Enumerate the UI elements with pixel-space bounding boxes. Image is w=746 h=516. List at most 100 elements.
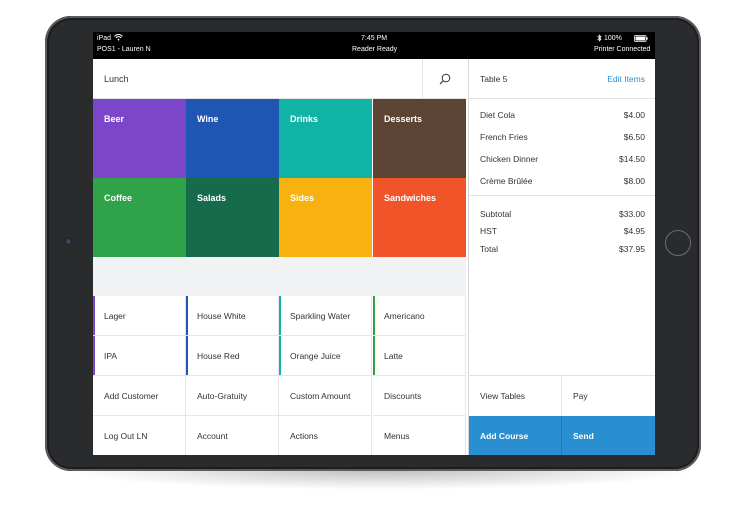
home-button[interactable] — [665, 230, 691, 256]
reader-status: Reader Ready — [352, 46, 398, 53]
action-label: Add Customer — [104, 391, 159, 401]
category-tile[interactable]: Sandwiches — [373, 178, 466, 257]
category-tile[interactable]: Wine — [186, 99, 279, 178]
category-label: Wine — [197, 114, 219, 124]
item-accent — [279, 296, 281, 335]
category-tiles: Beer Wine Drinks Desserts Coffee Salads … — [93, 99, 466, 257]
bluetooth-icon — [597, 34, 602, 44]
item-accent — [186, 296, 188, 335]
item-label: Latte — [384, 351, 403, 361]
category-tile[interactable]: Sides — [279, 178, 372, 257]
account-button[interactable]: Account — [186, 416, 279, 455]
pos-screen: iPad 7:45 PM 100% POS1 - Lauren N Reader… — [93, 32, 655, 455]
action-label: Menus — [384, 431, 410, 441]
item-button[interactable]: Sparkling Water — [279, 296, 372, 336]
menus-button[interactable]: Menus — [373, 416, 466, 455]
item-label: House White — [197, 311, 246, 321]
category-label: Salads — [197, 193, 227, 203]
custom-amount-button[interactable]: Custom Amount — [279, 376, 372, 416]
search-button[interactable] — [422, 59, 466, 99]
tile-spacer — [93, 257, 466, 296]
button-label: Send — [573, 431, 594, 441]
item-label: Sparkling Water — [290, 311, 351, 321]
button-label: View Tables — [480, 391, 526, 401]
action-label: Account — [197, 431, 228, 441]
add-course-button[interactable]: Add Course — [469, 416, 562, 455]
line-item-price: $14.50 — [619, 154, 645, 164]
line-item-name[interactable]: Chicken Dinner — [480, 154, 539, 164]
line-item-price: $8.00 — [623, 176, 645, 186]
add-customer-button[interactable]: Add Customer — [93, 376, 186, 416]
tax-label: HST — [480, 226, 497, 236]
printer-status: Printer Connected — [594, 46, 651, 53]
line-item-name[interactable]: French Fries — [480, 132, 528, 142]
buttons-divider — [469, 375, 655, 376]
search-input[interactable]: Lunch — [104, 74, 129, 84]
line-item-price: $6.50 — [623, 132, 645, 142]
button-label: Add Course — [480, 431, 529, 441]
totals-divider — [469, 195, 655, 196]
subtotal-value: $33.00 — [619, 209, 645, 219]
tax-value: $4.95 — [623, 226, 645, 236]
ticket-panel: Table 5 Edit Items Diet Cola $4.00 Frenc… — [468, 59, 655, 455]
category-label: Sides — [290, 193, 315, 203]
action-label: Discounts — [384, 391, 422, 401]
send-button[interactable]: Send — [562, 416, 655, 455]
item-accent — [373, 296, 375, 335]
item-accent — [186, 336, 188, 375]
camera-icon — [65, 238, 72, 245]
device-label: iPad — [97, 35, 112, 42]
ticket-header: Table 5 Edit Items — [469, 59, 655, 99]
item-label: IPA — [104, 351, 118, 361]
item-label: Lager — [104, 311, 126, 321]
item-accent — [93, 296, 95, 335]
item-accent — [279, 336, 281, 375]
action-label: Custom Amount — [290, 391, 351, 401]
item-button[interactable]: IPA — [93, 336, 186, 376]
log-out-button[interactable]: Log Out LN — [93, 416, 186, 455]
category-label: Desserts — [384, 114, 423, 124]
item-label: Orange Juice — [290, 351, 341, 361]
item-button[interactable]: House White — [186, 296, 279, 336]
line-item-name[interactable]: Diet Cola — [480, 110, 515, 120]
total-value: $37.95 — [619, 244, 645, 254]
item-grid: Lager House White Sparkling Water Americ… — [93, 296, 466, 455]
category-tile[interactable]: Salads — [186, 178, 279, 257]
item-button[interactable]: Latte — [373, 336, 466, 376]
category-label: Drinks — [290, 114, 319, 124]
action-label: Log Out LN — [104, 431, 148, 441]
auto-gratuity-button[interactable]: Auto-Gratuity — [186, 376, 279, 416]
button-label: Pay — [573, 391, 588, 401]
item-button[interactable]: House Red — [186, 336, 279, 376]
item-button[interactable]: Lager — [93, 296, 186, 336]
item-label: House Red — [197, 351, 240, 361]
actions-button[interactable]: Actions — [279, 416, 372, 455]
category-tile[interactable]: Coffee — [93, 178, 186, 257]
category-label: Coffee — [104, 193, 133, 203]
category-tile[interactable]: Beer — [93, 99, 186, 178]
line-item-price: $4.00 — [623, 110, 645, 120]
wifi-icon — [114, 34, 123, 43]
battery-percent: 100% — [604, 35, 622, 42]
pay-button[interactable]: Pay — [562, 376, 655, 416]
total-label: Total — [480, 244, 498, 254]
category-tile[interactable]: Desserts — [373, 99, 466, 178]
search-bar[interactable]: Lunch — [93, 59, 466, 99]
status-bar: iPad 7:45 PM 100% POS1 - Lauren N Reader… — [93, 32, 655, 59]
item-accent — [93, 336, 95, 375]
category-tile[interactable]: Drinks — [279, 99, 372, 178]
item-label: Americano — [384, 311, 425, 321]
subtotal-label: Subtotal — [480, 209, 512, 219]
table-name: Table 5 — [480, 74, 508, 84]
battery-icon — [634, 35, 648, 44]
line-item-name[interactable]: Crème Brûlée — [480, 176, 533, 186]
action-label: Auto-Gratuity — [197, 391, 248, 401]
action-label: Actions — [290, 431, 318, 441]
clock: 7:45 PM — [361, 35, 388, 42]
item-button[interactable]: Orange Juice — [279, 336, 372, 376]
discounts-button[interactable]: Discounts — [373, 376, 466, 416]
item-button[interactable]: Americano — [373, 296, 466, 336]
edit-items-link[interactable]: Edit Items — [607, 74, 645, 84]
pos-operator: POS1 - Lauren N — [97, 46, 151, 53]
view-tables-button[interactable]: View Tables — [469, 376, 562, 416]
